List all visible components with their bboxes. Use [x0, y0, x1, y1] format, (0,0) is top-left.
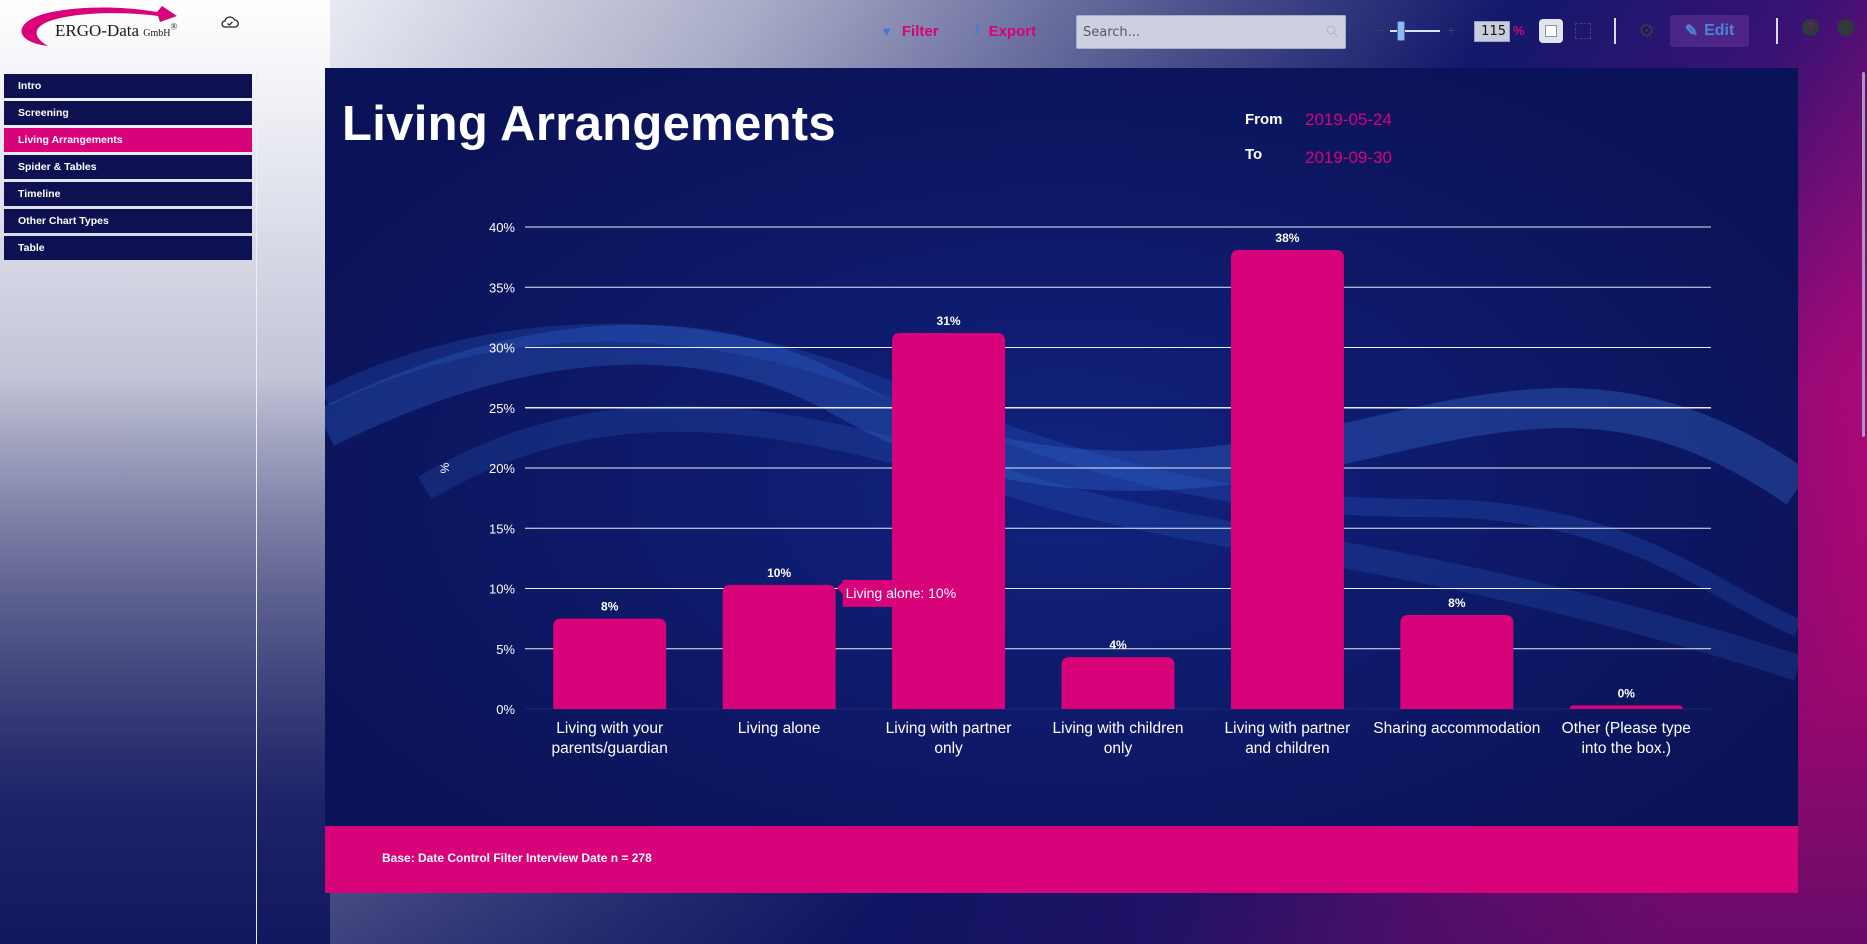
logo-name: ERGO-Data: [55, 21, 140, 40]
y-tick-label: 15%: [489, 521, 515, 536]
zoom-slider-track[interactable]: [1390, 30, 1440, 32]
bar[interactable]: [1230, 249, 1344, 709]
logo-text: ERGO-Data GmbH®: [55, 21, 177, 41]
filter-label: Filter: [901, 22, 939, 40]
x-tick-label: Sharing accommodation: [1373, 720, 1540, 737]
y-tick-label: 5%: [496, 642, 515, 657]
data-label: 31%: [937, 314, 961, 328]
from-date[interactable]: 2019-05-24: [1305, 110, 1392, 129]
y-tick-label: 10%: [489, 582, 515, 597]
from-label: From: [1245, 111, 1283, 128]
x-tick-label: Living with partner: [886, 720, 1012, 737]
tooltip-box: [842, 579, 957, 607]
export-label: Export: [988, 22, 1037, 40]
download-icon: ⭳: [975, 21, 980, 36]
fullscreen-icon[interactable]: [1575, 23, 1591, 39]
zoom-in-button[interactable]: +: [1447, 22, 1456, 38]
edit-button[interactable]: ✎ Edit: [1670, 15, 1749, 47]
sidebar-item-spider-tables[interactable]: Spider & Tables: [4, 155, 252, 179]
x-tick-label: into the box.): [1581, 740, 1671, 757]
zoom-slider-thumb[interactable]: [1397, 21, 1405, 41]
y-tick-label: 35%: [489, 280, 515, 295]
bar[interactable]: [1400, 615, 1514, 709]
data-label: 8%: [1448, 596, 1466, 610]
toolbar-divider: [1614, 18, 1616, 44]
x-tick-label: parents/guardian: [552, 740, 668, 757]
x-tick-label: and children: [1245, 740, 1329, 757]
toolbar-divider: [1776, 18, 1778, 44]
x-tick-label: Living with children: [1053, 720, 1184, 737]
report-panel: Living Arrangements From 2019-05-24 To 2…: [325, 68, 1798, 826]
zoom-value-input[interactable]: 115: [1474, 21, 1510, 42]
bar[interactable]: [1061, 657, 1175, 709]
filter-icon: ▼: [880, 23, 893, 39]
x-tick-label: only: [1104, 740, 1133, 757]
sidebar-item-table[interactable]: Table: [4, 236, 252, 260]
y-tick-label: 30%: [489, 341, 515, 356]
logo-registered-mark: ®: [170, 21, 178, 32]
base-note-band: Base: Date Control Filter Interview Date…: [325, 826, 1798, 893]
search-icon[interactable]: [1326, 25, 1338, 37]
fit-page-button[interactable]: [1539, 19, 1563, 43]
data-label: 8%: [601, 600, 619, 614]
sidebar-nav: Intro Screening Living Arrangements Spid…: [4, 74, 252, 263]
y-tick-label: 40%: [489, 220, 515, 235]
data-label: 0%: [1618, 686, 1636, 700]
to-label: To: [1245, 146, 1263, 163]
page-title: Living Arrangements: [342, 97, 836, 151]
data-label: 10%: [767, 566, 791, 580]
cloud-check-icon[interactable]: [221, 15, 239, 29]
tooltip-text: Living alone: 10%: [846, 585, 957, 601]
bar[interactable]: [722, 584, 836, 709]
edit-label: Edit: [1704, 22, 1735, 39]
user-icon[interactable]: [1837, 19, 1854, 36]
x-tick-label: Other (Please type: [1562, 720, 1691, 737]
sidebar-item-timeline[interactable]: Timeline: [4, 182, 252, 206]
help-icon[interactable]: ?: [1802, 19, 1819, 36]
fit-page-icon: [1545, 25, 1557, 37]
zoom-unit: %: [1513, 23, 1525, 38]
y-tick-label: 20%: [489, 461, 515, 476]
sidebar-item-living-arrangements[interactable]: Living Arrangements: [4, 128, 252, 152]
company-logo[interactable]: ERGO-Data GmbH®: [12, 2, 192, 50]
data-label: 38%: [1275, 231, 1299, 245]
x-tick-label: only: [934, 740, 963, 757]
bar-chart: 0% 5% 10% 15% 20% 25% 30% 35% 40%% 8% Living with …: [438, 220, 1711, 757]
sidebar-item-other-chart-types[interactable]: Other Chart Types: [4, 209, 252, 233]
filter-button[interactable]: ▼ Filter: [880, 20, 939, 42]
bar[interactable]: [892, 333, 1006, 709]
top-bar: ERGO-Data GmbH® ▼ Filter ⭳ Export − + 11…: [0, 0, 1867, 67]
x-tick-label: Living with your: [556, 720, 663, 737]
gear-icon[interactable]: ⚙: [1638, 21, 1656, 42]
to-date[interactable]: 2019-09-30: [1305, 148, 1392, 167]
bar[interactable]: [1569, 705, 1683, 709]
y-tick-label: 0%: [496, 702, 515, 717]
pencil-icon: ✎: [1684, 23, 1699, 40]
data-label: 4%: [1109, 638, 1127, 652]
x-tick-label: Living alone: [738, 720, 821, 737]
export-button[interactable]: ⭳ Export: [975, 20, 1036, 42]
logo-suffix: GmbH: [143, 28, 171, 39]
sidebar-item-screening[interactable]: Screening: [4, 101, 252, 125]
y-axis-label: %: [438, 462, 452, 473]
logo-swoosh-icon: [21, 6, 177, 46]
page-scrollbar[interactable]: [1862, 72, 1865, 437]
bar[interactable]: [553, 618, 667, 709]
base-note: Base: Date Control Filter Interview Date…: [382, 851, 652, 865]
zoom-out-button[interactable]: −: [1376, 22, 1385, 38]
search-input[interactable]: [1076, 15, 1346, 49]
sidebar-item-intro[interactable]: Intro: [4, 74, 252, 98]
sidebar-divider: [256, 67, 257, 944]
y-tick-label: 25%: [489, 401, 515, 416]
tooltip-pointer: [836, 581, 843, 594]
x-tick-label: Living with partner: [1225, 720, 1351, 737]
